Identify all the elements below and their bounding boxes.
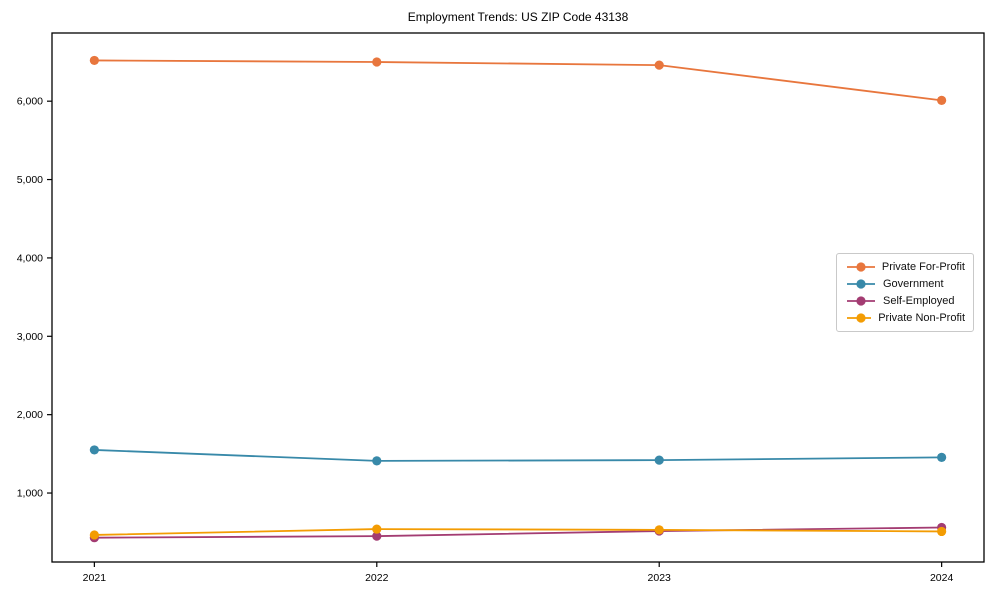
x-tick-label: 2022	[365, 572, 389, 584]
y-tick-label: 6,000	[17, 96, 43, 108]
data-point-government	[937, 452, 947, 462]
legend-item-label: Private For-Profit	[881, 261, 965, 273]
data-point-private-for-profit	[372, 57, 382, 67]
legend-marker-icon	[847, 313, 872, 323]
y-tick-label: 1,000	[17, 488, 43, 500]
data-point-government	[654, 455, 664, 465]
legend-dot	[856, 296, 866, 306]
legend-item-self-employed: Self-Employed	[846, 295, 965, 307]
legend-dot	[856, 262, 866, 272]
legend-item-label: Self-Employed	[883, 295, 955, 307]
series-line-government	[94, 449, 942, 462]
legend-dot	[856, 279, 866, 289]
legend-item-label: Private Non-Profit	[878, 312, 965, 324]
legend-item-private-for-profit: Private For-Profit	[846, 261, 965, 273]
legend-item-government: Government	[846, 278, 965, 290]
legend-dot	[856, 313, 866, 323]
series-line-self-employed	[94, 526, 942, 539]
data-point-government	[89, 445, 99, 455]
x-tick-label: 2024	[930, 572, 954, 584]
data-point-private-non-profit	[654, 525, 664, 535]
legend-marker-icon	[847, 296, 875, 306]
legend: Private For-Profit Government Self-Employe…	[836, 253, 974, 332]
data-point-government	[372, 456, 382, 466]
x-tick-label: 2021	[83, 572, 107, 584]
data-point-private-for-profit	[654, 60, 664, 70]
data-point-private-non-profit	[89, 530, 99, 540]
legend-marker-icon	[847, 262, 875, 272]
data-point-self-employed	[372, 531, 382, 541]
data-point-private-non-profit	[372, 524, 382, 534]
series-line-private-for-profit	[94, 59, 942, 102]
x-tick-label: 2023	[648, 572, 672, 584]
data-point-private-for-profit	[89, 55, 99, 66]
chart-title: Employment Trends: US ZIP Code 43138	[407, 10, 629, 24]
legend-item-private-non-profit: Private Non-Profit	[846, 312, 965, 324]
legend-item-label: Government	[883, 278, 944, 290]
series-line-private-non-profit	[94, 528, 942, 536]
y-tick-label: 3,000	[17, 331, 43, 343]
y-tick-label: 4,000	[17, 252, 43, 264]
data-point-private-non-profit	[937, 526, 947, 537]
y-tick-label: 2,000	[17, 409, 43, 421]
data-point-private-for-profit	[937, 95, 947, 105]
plot-border	[51, 32, 985, 563]
legend-marker-icon	[847, 279, 875, 289]
y-tick-label: 5,000	[17, 174, 43, 186]
